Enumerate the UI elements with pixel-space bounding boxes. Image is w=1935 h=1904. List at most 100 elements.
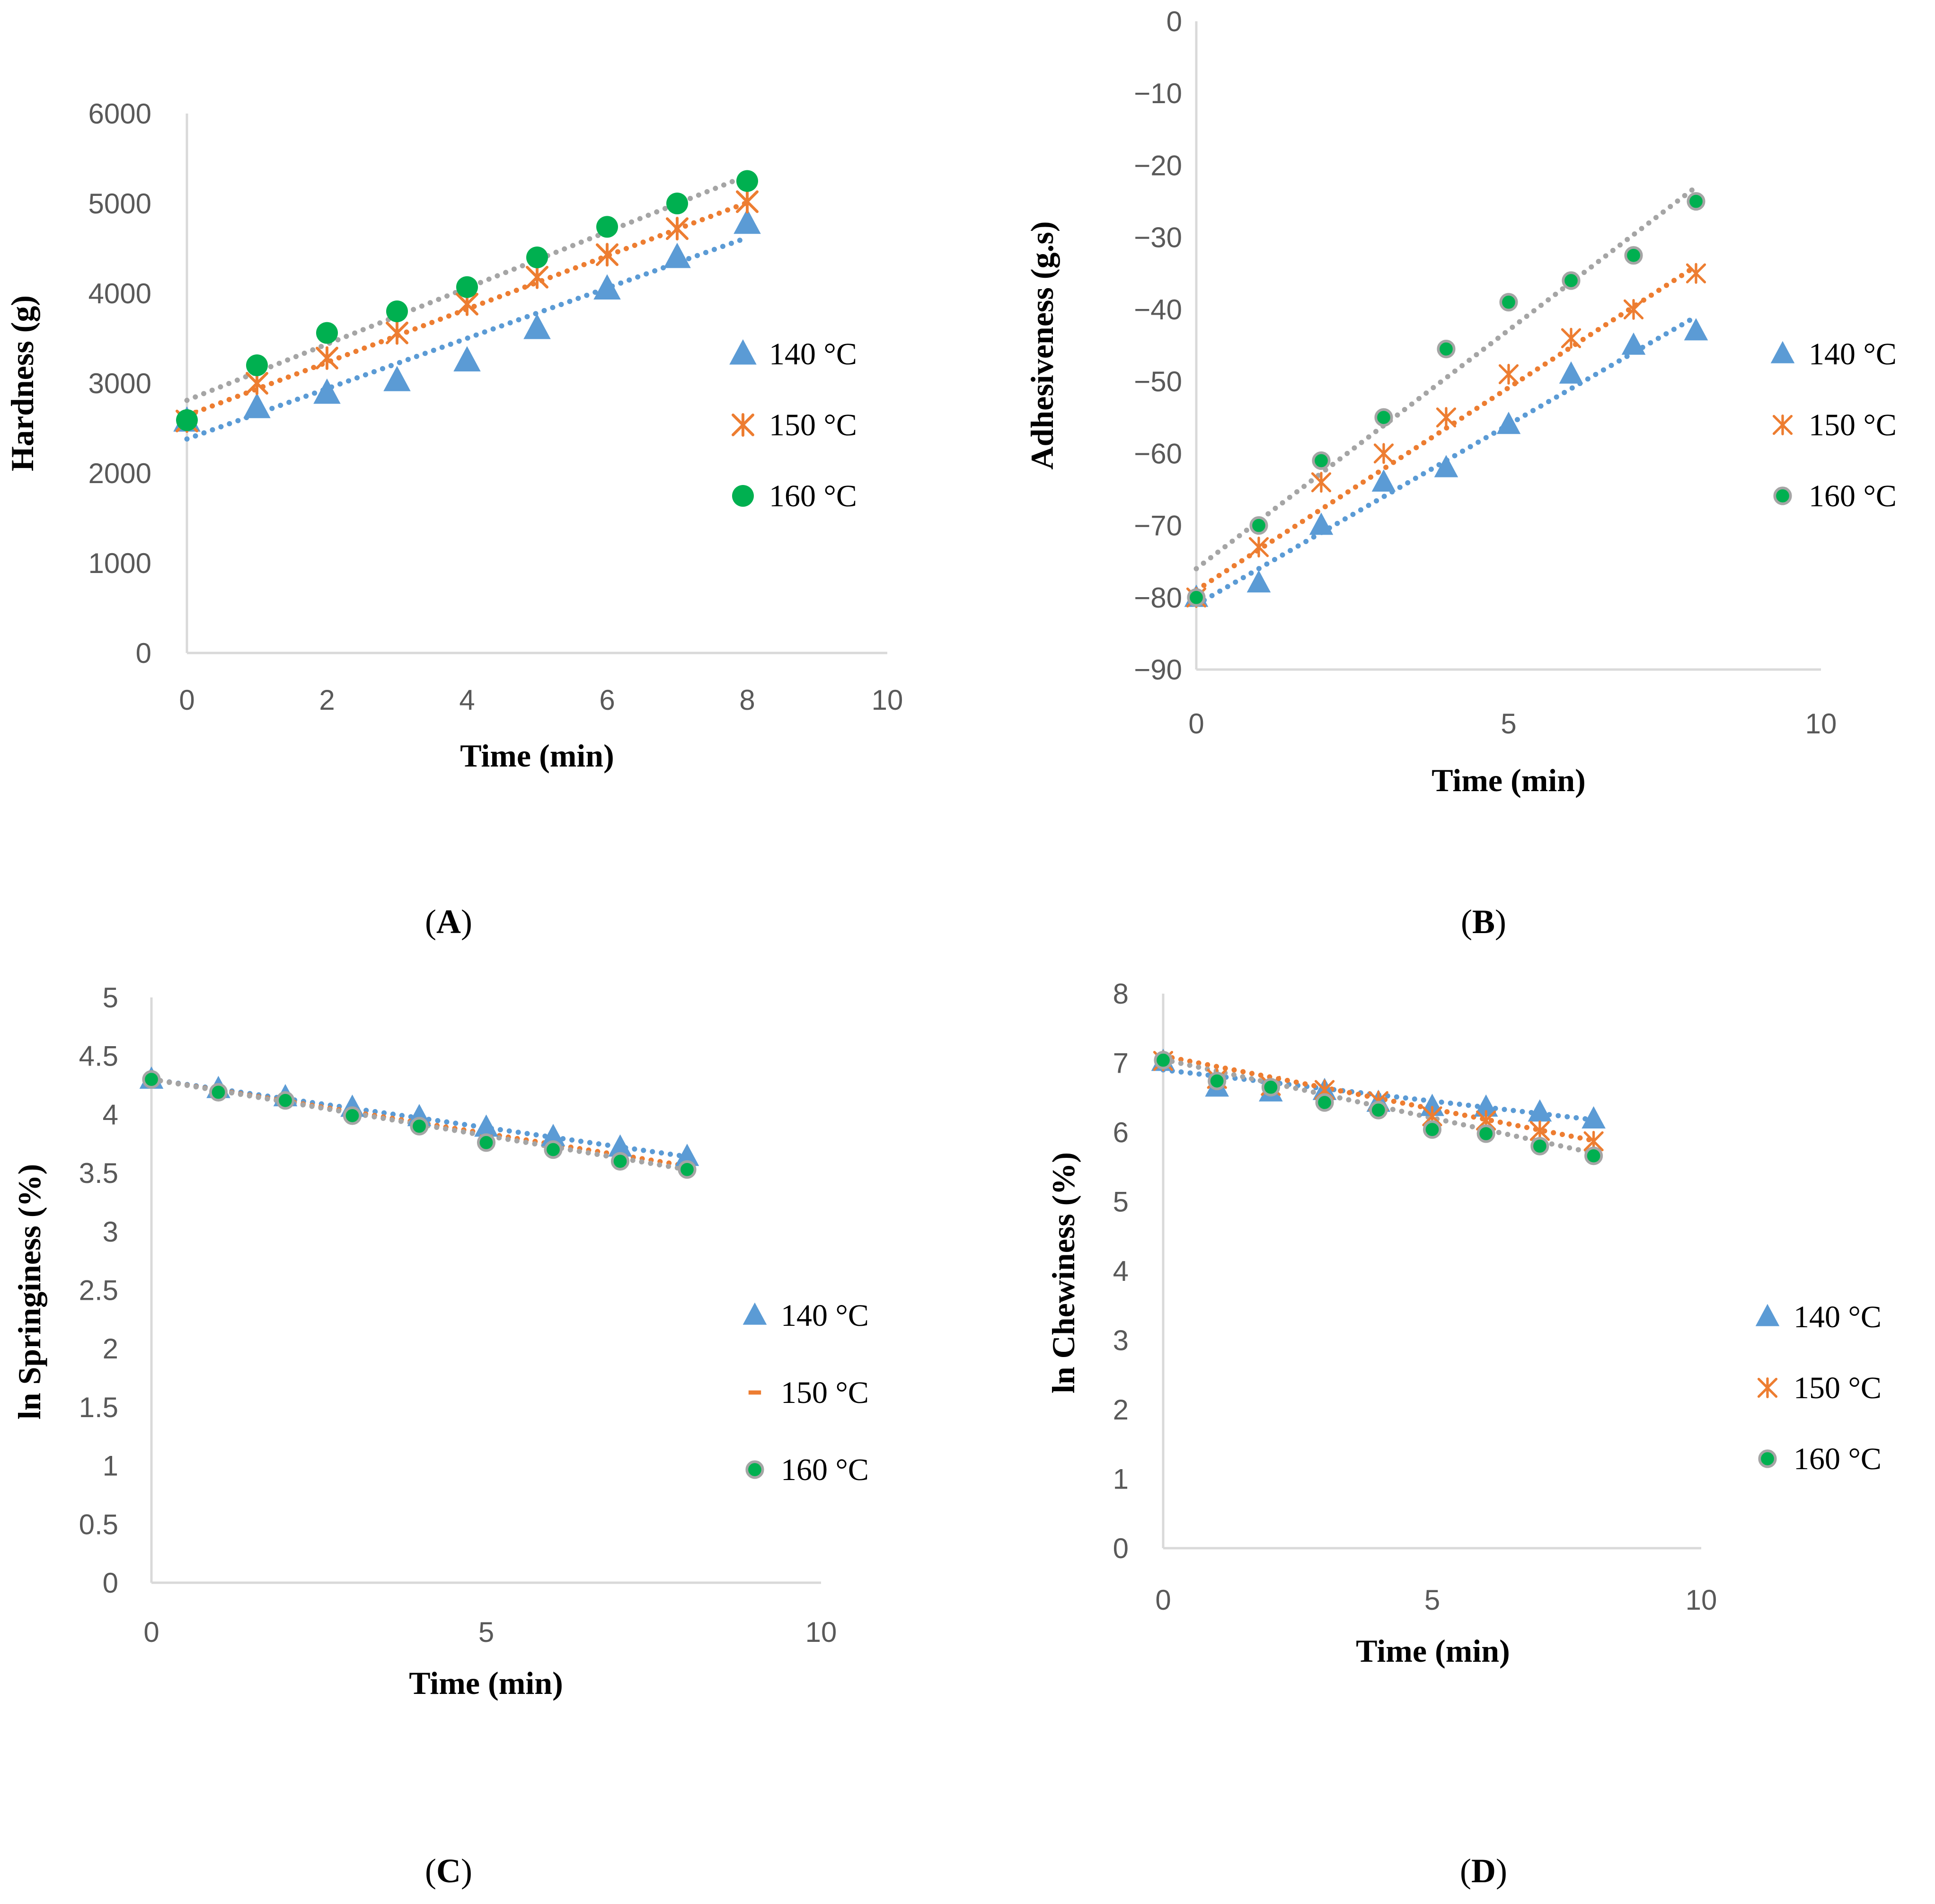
y-tick-label: −80 (1134, 582, 1182, 614)
data-point-150 (1498, 363, 1519, 385)
data-point-140 (1684, 318, 1708, 341)
data-point-140 (453, 346, 481, 371)
legend-label: 160 °C (1809, 479, 1897, 513)
data-point-150 (666, 217, 689, 241)
y-tick-label: 2.5 (79, 1275, 118, 1306)
legend-marker-160 (1773, 486, 1792, 505)
legend-marker-150 (1757, 1377, 1778, 1399)
x-axis-title: Time (min) (1431, 762, 1586, 798)
x-axis-title: Time (min) (409, 1665, 563, 1701)
legend-label: 140 °C (769, 337, 857, 371)
panel-caption: (B) (1461, 903, 1506, 941)
y-axis-title: Hardness (g) (4, 295, 40, 471)
y-tick-label: 3 (1113, 1325, 1129, 1357)
x-tick-label: 2 (319, 684, 335, 716)
y-tick-label: 2 (103, 1333, 118, 1365)
data-point-150 (1623, 299, 1644, 320)
y-tick-label: 4 (1113, 1255, 1129, 1287)
chart-panel-B: −90 −80 −70 −60 −50 −40 −30 −20 −10 0 0 5 10 Time (mi… (1024, 6, 1897, 941)
data-point-140 (1582, 1106, 1606, 1128)
x-tick-label: 10 (872, 684, 903, 716)
data-point-140 (663, 243, 691, 268)
chart-panel-A: 0 1000 2000 3000 4000 5000 6000 0 2 4 6 8 10 Time (mi… (4, 98, 903, 941)
legend-label: 150 °C (769, 408, 857, 442)
y-tick-label: 0 (136, 637, 151, 669)
data-point-160 (142, 1070, 161, 1089)
y-tick-label: −60 (1134, 438, 1182, 469)
data-point-160 (1437, 340, 1456, 359)
data-point-160 (666, 193, 688, 214)
data-point-160 (410, 1117, 429, 1136)
y-tick-label: 0.5 (79, 1508, 118, 1540)
data-point-160 (1187, 588, 1206, 607)
y-axis-title: ln Chewiness (%) (1045, 1152, 1081, 1393)
data-point-160 (1154, 1051, 1173, 1070)
y-tick-label: 4000 (88, 278, 151, 309)
trendline-140 (184, 235, 750, 442)
data-point-160 (246, 354, 268, 376)
panel-caption: (C) (425, 1852, 472, 1890)
data-point-140 (1559, 361, 1583, 384)
data-point-160 (386, 300, 408, 322)
data-point-140 (541, 1124, 565, 1146)
x-tick-label: 5 (1424, 1584, 1440, 1616)
data-point-140 (1434, 455, 1458, 477)
data-point-160 (1369, 1101, 1388, 1119)
y-tick-label: 2000 (88, 458, 151, 489)
data-point-140 (1496, 412, 1521, 434)
data-point-160 (1249, 516, 1268, 535)
x-tick-label: 0 (1155, 1584, 1171, 1616)
data-point-150 (246, 371, 268, 396)
data-point-140 (593, 274, 621, 300)
x-tick-label: 10 (805, 1616, 837, 1648)
data-point-160 (1584, 1146, 1603, 1165)
y-tick-label: −90 (1134, 654, 1182, 686)
panel-caption: (A) (425, 903, 472, 941)
legend-marker-140 (729, 339, 757, 365)
trendline-160 (184, 173, 750, 403)
data-point-160 (1530, 1137, 1549, 1155)
data-point-160 (1562, 271, 1581, 290)
y-tick-label: −70 (1134, 510, 1182, 542)
data-point-160 (1261, 1078, 1280, 1097)
y-axis-title: ln Springiness (%) (11, 1164, 47, 1419)
y-tick-label: 0 (1113, 1533, 1129, 1564)
panel-caption: (D) (1460, 1852, 1507, 1890)
y-tick-label: 2 (1113, 1394, 1129, 1426)
legend-marker-150 (732, 413, 754, 437)
data-point-160 (1476, 1124, 1495, 1143)
x-tick-label: 0 (1188, 708, 1204, 740)
legend-marker-160 (732, 485, 754, 507)
y-tick-label: 0 (103, 1567, 118, 1599)
legend-marker-140 (1755, 1304, 1780, 1326)
data-point-160 (209, 1083, 228, 1102)
data-point-150 (386, 321, 408, 345)
data-point-160 (1374, 408, 1393, 427)
data-point-140 (675, 1144, 699, 1166)
data-point-140 (243, 393, 271, 418)
trendline-160 (1193, 184, 1699, 572)
data-point-150 (596, 243, 618, 267)
legend-label: 150 °C (781, 1375, 869, 1410)
legend-marker-160 (745, 1460, 764, 1479)
legend-label: 150 °C (1794, 1371, 1882, 1405)
legend-marker-150 (748, 1390, 761, 1395)
data-point-160 (276, 1091, 295, 1110)
trendline-150 (1193, 264, 1699, 593)
data-point-160 (1687, 192, 1705, 211)
y-tick-label: 1 (103, 1450, 118, 1482)
y-tick-label: 5000 (88, 188, 151, 220)
data-point-160 (1208, 1072, 1227, 1091)
y-tick-label: 5 (103, 982, 118, 1014)
y-tick-label: −30 (1134, 222, 1182, 254)
y-tick-label: 3000 (88, 368, 151, 399)
data-point-160 (477, 1133, 496, 1152)
x-tick-label: 5 (478, 1616, 494, 1648)
legend-label: 150 °C (1809, 408, 1897, 442)
y-tick-label: 6 (1113, 1117, 1129, 1148)
y-tick-label: 6000 (88, 98, 151, 130)
data-point-140 (1621, 332, 1646, 355)
legend-marker-150 (1772, 414, 1793, 436)
x-tick-label: 5 (1501, 708, 1516, 740)
legend-label: 140 °C (1794, 1300, 1882, 1334)
